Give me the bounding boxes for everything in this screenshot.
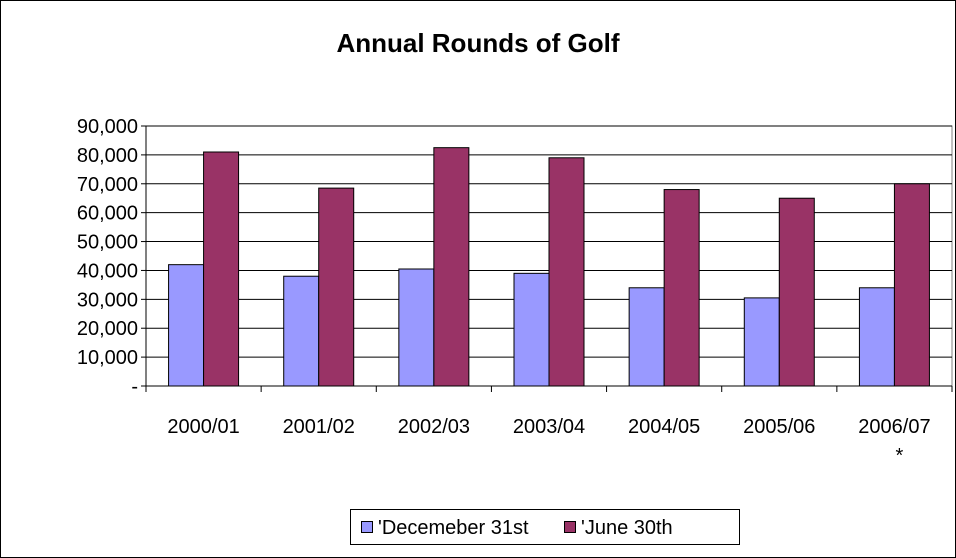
x-tick-label: 2005/06 bbox=[743, 416, 815, 438]
y-tick-label: 70,000 bbox=[77, 174, 138, 196]
bar-june bbox=[318, 187, 355, 387]
x-tick-label: 2000/01 bbox=[167, 416, 239, 438]
bar-june bbox=[203, 151, 240, 387]
chart-title: Annual Rounds of Golf bbox=[336, 28, 620, 58]
bar-june bbox=[663, 189, 700, 387]
x-tick-label: 2002/03 bbox=[398, 416, 470, 438]
x-tick-label: 2003/04 bbox=[513, 416, 585, 438]
bar-june bbox=[433, 147, 470, 387]
chart-legend: 'Decemeber 31st 'June 30th bbox=[350, 509, 740, 545]
legend-label-december: 'Decemeber 31st bbox=[378, 517, 529, 539]
y-tick-label: 30,000 bbox=[77, 289, 138, 311]
bar-december bbox=[513, 272, 550, 387]
bar-december bbox=[743, 297, 780, 387]
y-tick-label: 90,000 bbox=[77, 116, 138, 138]
legend-swatch-june bbox=[564, 521, 576, 533]
y-tick-label: 80,000 bbox=[77, 145, 138, 167]
x-tick-label: 2006/07 bbox=[858, 416, 930, 438]
legend-swatch-december bbox=[361, 521, 373, 533]
bar-december bbox=[628, 287, 665, 387]
y-tick-label: 40,000 bbox=[77, 260, 138, 282]
y-tick-label: 60,000 bbox=[77, 203, 138, 225]
y-tick-label: 10,000 bbox=[77, 347, 138, 369]
bar-december bbox=[398, 268, 435, 387]
y-tick-label: 50,000 bbox=[77, 232, 138, 254]
y-tick-label: - bbox=[131, 376, 138, 398]
x-tick-label: 2004/05 bbox=[628, 416, 700, 438]
x-tick-label: 2001/02 bbox=[283, 416, 355, 438]
legend-label-june: 'June 30th bbox=[581, 517, 673, 539]
bar-june bbox=[893, 183, 930, 387]
bar-december bbox=[858, 287, 895, 387]
x-tick-footnote-mark: * bbox=[896, 445, 904, 467]
bar-december bbox=[283, 275, 320, 387]
bar-june bbox=[548, 157, 585, 387]
bar-december bbox=[168, 264, 205, 387]
bar-june bbox=[778, 197, 815, 387]
y-tick-label: 20,000 bbox=[77, 318, 138, 340]
